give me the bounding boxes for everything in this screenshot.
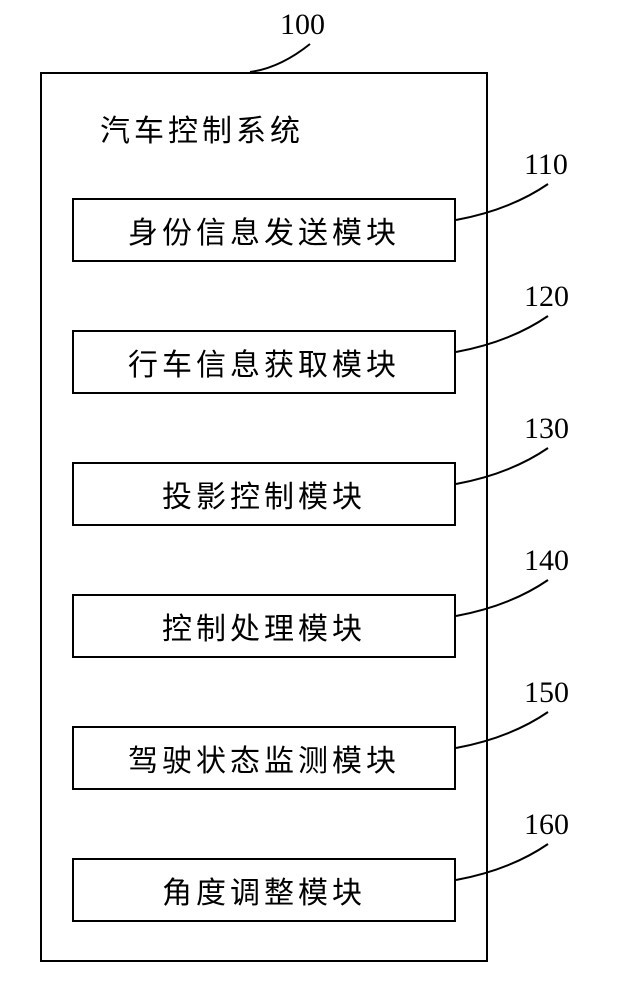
module-label-120: 行车信息获取模块 [128,340,400,384]
diagram-canvas: 100 汽车控制系统 身份信息发送模块 110 行车信息获取模块 120 投影控制模块 1… [0,0,640,1000]
module-box-110: 身份信息发送模块 [72,198,456,262]
ref-label-100: 100 [280,8,325,42]
module-label-110: 身份信息发送模块 [128,208,400,252]
module-label-150: 驾驶状态监测模块 [128,736,400,780]
module-label-160: 角度调整模块 [162,868,366,912]
module-box-150: 驾驶状态监测模块 [72,726,456,790]
module-box-140: 控制处理模块 [72,594,456,658]
module-box-160: 角度调整模块 [72,858,456,922]
module-label-130: 投影控制模块 [162,472,366,516]
system-title: 汽车控制系统 [100,106,304,150]
ref-label-160: 160 [524,808,569,842]
ref-label-140: 140 [524,544,569,578]
ref-label-110: 110 [524,148,568,182]
ref-label-120: 120 [524,280,569,314]
module-label-140: 控制处理模块 [162,604,366,648]
ref-label-130: 130 [524,412,569,446]
ref-label-150: 150 [524,676,569,710]
module-box-120: 行车信息获取模块 [72,330,456,394]
module-box-130: 投影控制模块 [72,462,456,526]
